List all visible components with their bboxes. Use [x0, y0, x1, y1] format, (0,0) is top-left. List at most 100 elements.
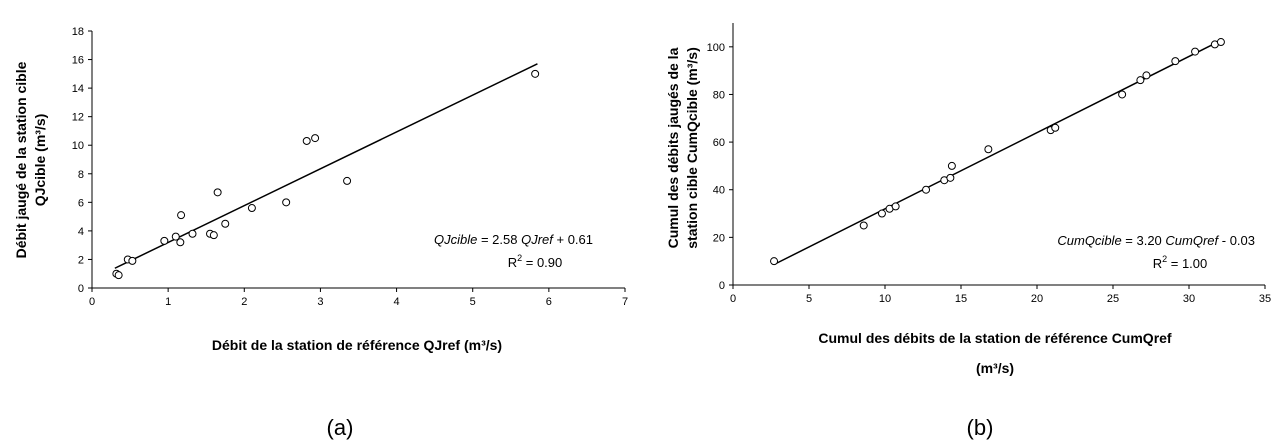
data-point — [221, 219, 230, 228]
x-tick-label: 25 — [1107, 293, 1119, 305]
equation-a-var: QJref — [521, 232, 554, 247]
x-ticks-a: 0 1 2 3 4 5 6 7 — [89, 288, 628, 308]
trendline — [114, 63, 538, 269]
y-ticks-b: 0 20 40 60 80 100 — [707, 42, 733, 292]
r2-a-label: R — [508, 255, 517, 270]
panel-label-a: (a) — [327, 415, 354, 440]
trendline — [773, 38, 1223, 266]
x-axis-title-a: Débit de la station de référence QJref (… — [212, 337, 502, 353]
svg-text:CumQcible = 3.20 CumQref - 0: CumQcible = 3.20 CumQref - 0.03 — [1057, 233, 1255, 248]
data-point — [770, 257, 779, 266]
svg-text:R2 = 1.00: R2 = 1.00 — [1153, 254, 1208, 271]
data-point — [171, 232, 180, 241]
x-axis-title-b-line2: (m³/s) — [976, 360, 1014, 376]
equation-b-var: CumQref — [1165, 233, 1219, 248]
data-point — [1136, 76, 1145, 85]
y-axis-title-a-line2: QJcible (m³/s) — [32, 114, 48, 207]
data-point — [859, 221, 868, 230]
y-tick-label: 16 — [72, 55, 84, 67]
equation-b-lhs: CumQcible — [1057, 233, 1121, 248]
data-point — [343, 176, 352, 185]
x-ticks-b: 0 5 10 15 20 25 30 35 — [730, 285, 1271, 305]
x-tick-label: 6 — [546, 296, 552, 308]
data-point — [531, 69, 540, 78]
x-tick-label: 5 — [806, 293, 812, 305]
y-tick-label: 80 — [713, 89, 725, 101]
data-point — [213, 188, 222, 197]
data-point — [877, 209, 886, 218]
data-point — [1191, 47, 1200, 56]
equation-a-middle: = 2.58 — [477, 232, 521, 247]
data-point — [946, 173, 955, 182]
r2-a-exponent: 2 — [517, 253, 522, 263]
y-tick-label: 8 — [78, 169, 84, 181]
trendline-a — [114, 63, 538, 269]
y-tick-label: 2 — [78, 254, 84, 266]
r2-a-value: = 0.90 — [522, 255, 562, 270]
r2-b-value: = 1.00 — [1167, 256, 1207, 271]
y-tick-label: 100 — [707, 42, 725, 54]
x-tick-label: 0 — [89, 296, 95, 308]
data-point — [128, 256, 137, 265]
y-axis-title-b-line2: station cible CumQcible (m³/s) — [684, 47, 700, 248]
y-tick-label: 10 — [72, 140, 84, 152]
r2-b-label: R — [1153, 256, 1162, 271]
data-point — [1171, 57, 1180, 66]
y-tick-label: 0 — [719, 280, 725, 292]
data-point — [209, 231, 218, 240]
x-tick-label: 3 — [317, 296, 323, 308]
r2-b-exponent: 2 — [1162, 254, 1167, 264]
y-tick-label: 60 — [713, 137, 725, 149]
y-tick-label: 4 — [78, 226, 84, 238]
data-point — [188, 229, 197, 238]
y-tick-label: 12 — [72, 112, 84, 124]
axes-b — [732, 23, 1265, 286]
data-point — [114, 271, 123, 280]
y-tick-label: 6 — [78, 197, 84, 209]
data-point — [984, 145, 993, 154]
x-tick-label: 10 — [879, 293, 891, 305]
y-tick-label: 18 — [72, 26, 84, 38]
x-tick-label: 35 — [1259, 293, 1271, 305]
chart-panel-b: 0 5 10 15 20 25 30 35 0 20 40 60 80 100 Cumul des dé… — [665, 23, 1271, 440]
equation-a: QJcible = 2.58 QJref + 0.61 R2 = 0.90 — [434, 232, 593, 270]
x-tick-label: 1 — [165, 296, 171, 308]
y-ticks-a: 0 2 4 6 8 10 12 14 16 18 — [72, 26, 92, 295]
trendline-b — [773, 38, 1223, 266]
x-tick-label: 20 — [1031, 293, 1043, 305]
data-point — [282, 198, 291, 207]
data-point — [1051, 123, 1060, 132]
svg-text:R2 = 0.90: R2 = 0.90 — [508, 253, 563, 270]
x-tick-label: 2 — [241, 296, 247, 308]
data-point — [177, 211, 186, 220]
equation-a-rhs: + 0.61 — [553, 232, 593, 247]
x-tick-label: 4 — [394, 296, 400, 308]
panel-label-b: (b) — [967, 415, 994, 440]
y-tick-label: 40 — [713, 185, 725, 197]
equation-b-middle: = 3.20 — [1122, 233, 1166, 248]
y-axis-title-b-line1: Cumul des débits jaugés de la — [665, 47, 681, 248]
y-tick-label: 0 — [78, 283, 84, 295]
axes-a — [91, 31, 625, 289]
x-tick-label: 5 — [470, 296, 476, 308]
data-point — [176, 238, 185, 247]
data-point — [1142, 71, 1151, 80]
x-tick-label: 15 — [955, 293, 967, 305]
svg-text:QJcible = 2.58 QJref + 0.61: QJcible = 2.58 QJref + 0.61 — [434, 232, 593, 247]
y-tick-label: 20 — [713, 232, 725, 244]
points-a — [112, 69, 540, 280]
x-axis-title-b-line1: Cumul des débits de la station de référe… — [818, 330, 1172, 346]
x-tick-label: 30 — [1183, 293, 1195, 305]
data-point — [1216, 38, 1225, 47]
equation-b-rhs: - 0.03 — [1218, 233, 1255, 248]
x-tick-label: 0 — [730, 293, 736, 305]
y-tick-label: 14 — [72, 83, 84, 95]
data-point — [891, 202, 900, 211]
data-point — [311, 134, 320, 143]
data-point — [247, 204, 256, 213]
data-point — [160, 236, 169, 245]
points-b — [770, 38, 1225, 266]
y-axis-title-a-line1: Débit jaugé de la station cible — [13, 61, 29, 258]
